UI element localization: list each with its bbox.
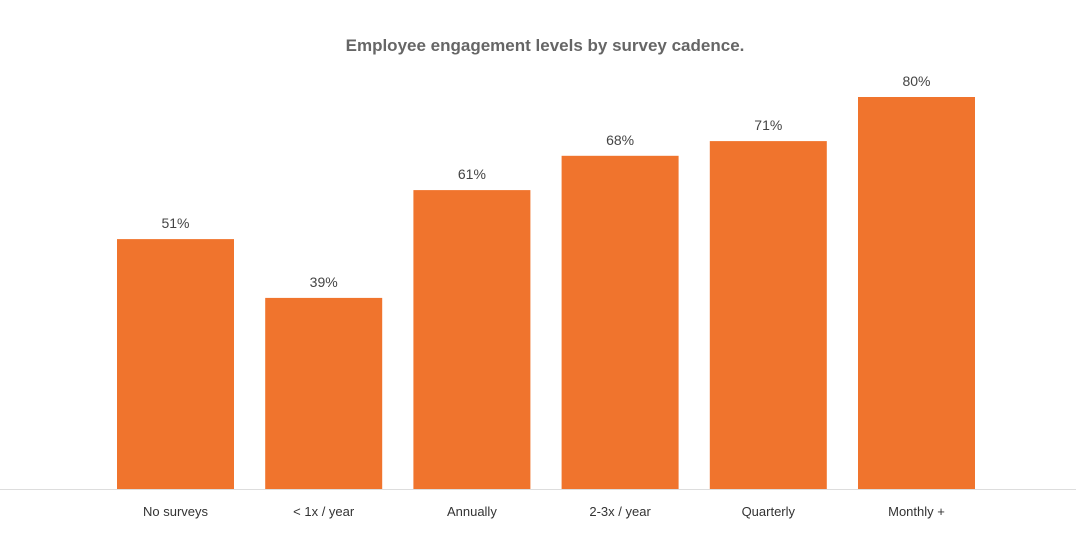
bar-5 — [858, 97, 975, 489]
bar-1 — [265, 297, 383, 489]
x-tick-label: < 1x / year — [293, 504, 355, 519]
x-tick-label: Quarterly — [742, 504, 796, 519]
data-label: 80% — [902, 73, 930, 89]
bar-3 — [561, 155, 679, 490]
x-tick-label: Monthly + — [888, 504, 945, 519]
data-label: 71% — [754, 117, 782, 133]
data-label: 68% — [606, 132, 634, 148]
x-tick-label: No surveys — [143, 504, 209, 519]
bar-4 — [709, 141, 827, 489]
chart-title: Employee engagement levels by survey cad… — [346, 36, 745, 55]
bar-0 — [117, 239, 234, 489]
data-label: 61% — [458, 166, 486, 182]
data-label: 51% — [161, 215, 189, 231]
x-tick-label: Annually — [447, 504, 497, 519]
bar-2 — [413, 190, 531, 489]
data-label: 39% — [310, 274, 338, 290]
x-tick-label: 2-3x / year — [589, 504, 651, 519]
